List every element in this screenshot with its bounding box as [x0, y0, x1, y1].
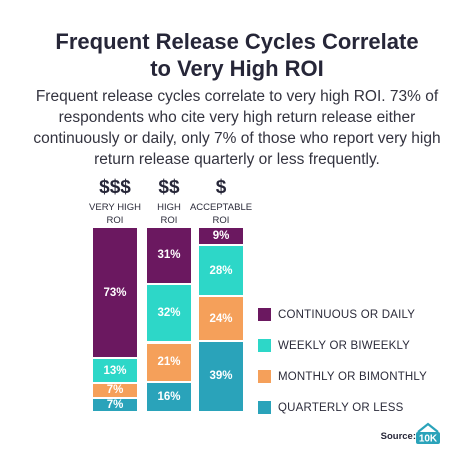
bar-segment: 7%: [93, 398, 137, 411]
segment-value-label: 9%: [212, 229, 230, 242]
bar-segment: 9%: [199, 228, 243, 244]
legend-label: QUARTERLY OR LESS: [278, 401, 404, 414]
segment-value-label: 13%: [103, 364, 127, 377]
bar-segment: 73%: [93, 228, 137, 358]
segment-value-label: 21%: [157, 356, 181, 369]
segment-value-label: 73%: [103, 286, 127, 299]
tier-symbol: $: [215, 177, 227, 198]
segment-value-label: 24%: [209, 312, 233, 325]
logo-text: 10K: [419, 434, 438, 445]
chart-title-line-1: Frequent Release Cycles Correlate: [55, 29, 419, 54]
legend-swatch: [258, 370, 271, 383]
tier-label: VERY HIGH ROI: [89, 202, 141, 226]
legend-item: MONTHLY OR BIMONTHLY: [258, 370, 427, 383]
bar-segment: 28%: [199, 245, 243, 296]
legend-item: QUARTERLY OR LESS: [258, 401, 403, 414]
legend-item: WEEKLY OR BIWEEKLY: [258, 339, 410, 352]
bar-segment: 13%: [93, 359, 137, 383]
tier-symbol: $$: [158, 177, 180, 198]
legend-swatch: [258, 401, 271, 414]
bar-segment: 39%: [199, 341, 243, 411]
bar-segment: 24%: [199, 297, 243, 340]
chart-title-line-2: to Very High ROI: [150, 56, 324, 81]
segment-value-label: 16%: [157, 390, 181, 403]
chart-title: Frequent Release Cycles Correlate to Ver…: [0, 28, 474, 82]
bar-segment: 16%: [147, 382, 191, 411]
legend-swatch: [258, 339, 271, 352]
bar-segment: 7%: [93, 384, 137, 397]
legend-item: CONTINUOUS OR DAILY: [258, 308, 415, 321]
segment-value-label: 39%: [209, 370, 233, 383]
legend-label: MONTHLY OR BIMONTHLY: [278, 370, 428, 383]
source-label: Source:: [380, 431, 416, 442]
legend-swatch: [258, 308, 271, 321]
tier-label: ACCEPTABLE ROI: [189, 202, 253, 226]
bar-segment: 32%: [147, 284, 191, 342]
chart-subtitle: Frequent release cycles correlate to ver…: [33, 88, 441, 168]
stacked-bar: 7% 7% 13% 73%: [93, 228, 137, 411]
stacked-bar: 16% 21% 32% 31%: [147, 228, 191, 411]
segment-value-label: 7%: [106, 398, 124, 411]
bar-segment: 21%: [147, 343, 191, 381]
tier-symbol: $$$: [99, 177, 131, 198]
segment-value-label: 7%: [106, 384, 124, 397]
10k-logo-icon: 10K: [416, 422, 440, 444]
segment-value-label: 32%: [157, 307, 181, 320]
bar-segment: 31%: [147, 228, 191, 283]
tier-label: HIGH ROI: [157, 202, 181, 226]
legend-label: CONTINUOUS OR DAILY: [278, 308, 416, 321]
segment-value-label: 31%: [157, 249, 181, 262]
stacked-bar: 39% 24% 28% 9%: [199, 228, 243, 411]
segment-value-label: 28%: [209, 264, 233, 277]
legend-label: WEEKLY OR BIWEEKLY: [278, 339, 411, 352]
